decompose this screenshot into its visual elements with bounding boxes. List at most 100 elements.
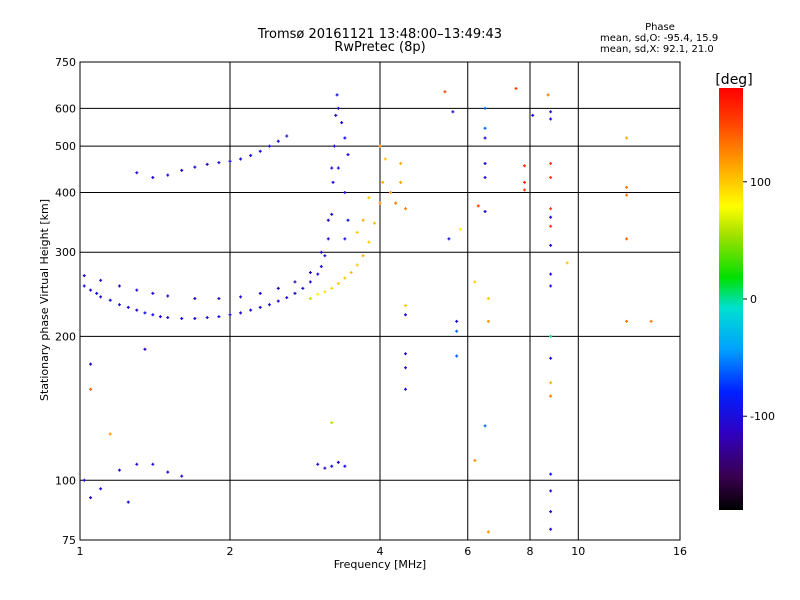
- data-point: [117, 468, 121, 472]
- data-point: [378, 201, 382, 205]
- data-point: [483, 106, 487, 110]
- data-point: [319, 250, 323, 254]
- phase-stats-title: Phase: [645, 22, 675, 33]
- y-tick-labels: 75 100 200 300 400 500 600 750: [55, 56, 76, 547]
- data-point: [89, 387, 93, 391]
- data-point: [381, 180, 385, 184]
- data-point: [399, 180, 403, 184]
- data-point: [249, 154, 253, 158]
- data-point: [394, 201, 398, 205]
- data-point: [447, 237, 451, 241]
- data-point: [285, 296, 289, 300]
- y-tick-label: 75: [62, 534, 76, 547]
- data-point: [483, 136, 487, 140]
- data-point: [326, 218, 330, 222]
- data-point: [126, 305, 130, 309]
- data-point: [361, 254, 365, 258]
- chart-subtitle: RwPretec (8p): [334, 40, 426, 55]
- phase-stats-o: mean, sd,O: -95.4, 15.9: [600, 33, 719, 44]
- data-point: [531, 113, 535, 117]
- data-point: [523, 188, 527, 192]
- data-point: [330, 286, 334, 290]
- data-point: [267, 303, 271, 307]
- data-point: [403, 366, 407, 370]
- data-point: [276, 286, 280, 290]
- data-point: [343, 276, 347, 280]
- data-point: [549, 175, 553, 179]
- data-point: [239, 157, 243, 161]
- data-point: [383, 157, 387, 161]
- y-tick-label: 500: [55, 140, 76, 153]
- data-point: [367, 240, 371, 244]
- data-point: [166, 316, 170, 320]
- data-point: [330, 421, 334, 425]
- data-point: [455, 329, 459, 333]
- data-point: [476, 204, 480, 208]
- data-point: [473, 458, 477, 462]
- data-point: [166, 294, 170, 298]
- data-point: [334, 113, 338, 117]
- data-point: [89, 362, 93, 366]
- data-points: [82, 87, 653, 534]
- data-point: [285, 134, 289, 138]
- data-point: [135, 462, 139, 466]
- data-point: [455, 319, 459, 323]
- x-tick-label: 10: [571, 545, 585, 558]
- data-point: [276, 139, 280, 143]
- data-point: [443, 90, 447, 94]
- x-tick-labels: 1 2 4 6 8 10 16: [77, 545, 688, 558]
- data-point: [308, 271, 312, 275]
- data-point: [99, 278, 103, 282]
- data-point: [258, 291, 262, 295]
- data-point: [336, 282, 340, 286]
- data-point: [343, 136, 347, 140]
- data-point: [117, 303, 121, 307]
- data-point: [523, 164, 527, 168]
- data-point: [523, 180, 527, 184]
- data-point: [330, 166, 334, 170]
- y-tick-label: 600: [55, 102, 76, 115]
- data-point: [549, 224, 553, 228]
- data-point: [126, 500, 130, 504]
- data-point: [346, 153, 350, 157]
- data-point: [336, 106, 340, 110]
- data-point: [276, 299, 280, 303]
- data-point: [486, 297, 490, 301]
- colorbar-tick-label: -100: [750, 410, 775, 423]
- data-point: [89, 288, 93, 292]
- data-point: [514, 87, 518, 91]
- data-point: [458, 227, 462, 231]
- data-point: [108, 432, 112, 436]
- data-point: [193, 165, 197, 169]
- x-tick-label: 16: [673, 545, 687, 558]
- data-point: [483, 161, 487, 165]
- data-point: [625, 136, 629, 140]
- data-point: [293, 280, 297, 284]
- data-point: [89, 496, 93, 500]
- colorbar-unit: [deg]: [715, 72, 752, 88]
- data-point: [135, 171, 139, 175]
- data-point: [336, 166, 340, 170]
- data-point: [455, 354, 459, 358]
- data-point: [217, 161, 221, 165]
- data-point: [483, 424, 487, 428]
- y-tick-label: 400: [55, 186, 76, 199]
- x-tick-label: 2: [227, 545, 234, 558]
- data-point: [355, 263, 359, 267]
- data-point: [180, 168, 184, 172]
- data-point: [367, 196, 371, 200]
- data-point: [346, 218, 350, 222]
- data-point: [316, 292, 320, 296]
- data-point: [166, 173, 170, 177]
- y-tick-label: 100: [55, 474, 76, 487]
- x-axis-label: Frequency [MHz]: [334, 558, 426, 571]
- data-point: [343, 464, 347, 468]
- data-point: [340, 121, 344, 125]
- data-point: [117, 284, 121, 288]
- data-point: [258, 305, 262, 309]
- data-point: [549, 510, 553, 514]
- phase-stats: Phase mean, sd,O: -95.4, 15.9 mean, sd,X…: [600, 22, 720, 55]
- y-tick-label: 300: [55, 246, 76, 259]
- data-point: [151, 462, 155, 466]
- data-point: [323, 466, 327, 470]
